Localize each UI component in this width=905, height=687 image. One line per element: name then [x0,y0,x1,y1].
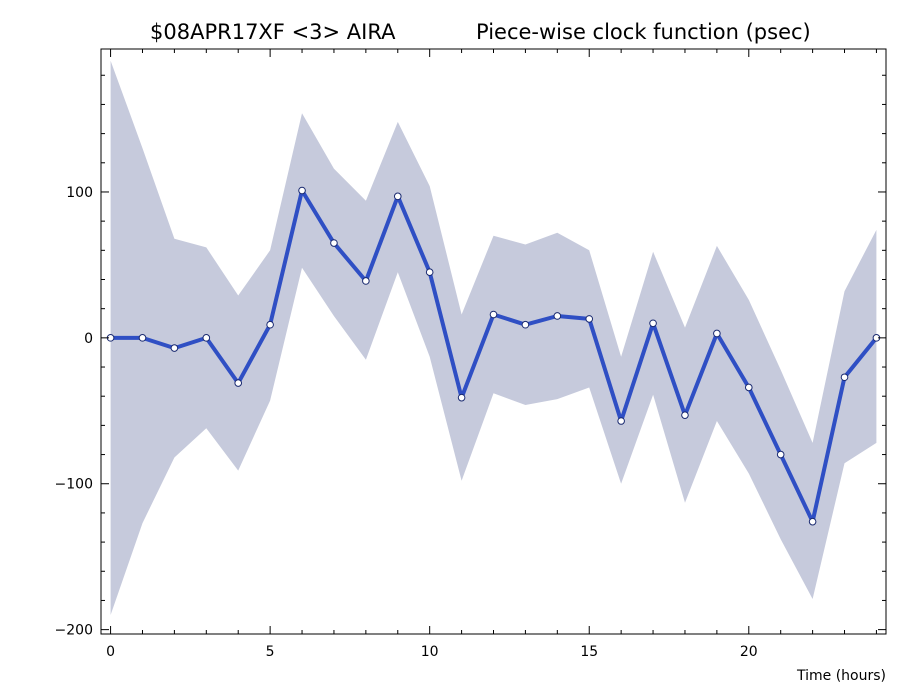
data-point [362,277,370,285]
data-point [298,186,306,195]
y-tick-label: −200 [55,623,93,639]
uncertainty-band-layer [110,60,877,615]
data-point [330,239,338,247]
y-tick-label: 0 [84,331,93,347]
data-point [202,334,211,342]
data-point [489,310,498,319]
data-point [457,393,466,402]
data-point [681,411,689,419]
x-tick-label: 10 [421,644,439,660]
data-point [553,312,562,320]
data-point [138,334,147,342]
data-point [840,373,849,382]
data-point [266,320,274,329]
uncertainty-band [110,60,877,615]
data-point [808,517,817,526]
y-tick-label: 100 [66,185,93,201]
data-point [649,319,657,328]
data-point [170,344,179,352]
data-point [585,315,594,323]
x-tick-label: 5 [266,644,275,660]
data-point [617,417,625,425]
data-point [713,329,721,338]
data-point [776,450,785,459]
x-tick-label: 0 [106,644,115,660]
data-point [744,383,753,392]
chart-title-function: Piece-wise clock function (psec) [476,20,811,44]
x-tick-label: 15 [580,644,598,660]
data-point [425,268,434,277]
y-tick-label: −100 [55,477,93,493]
chart-title-station: $08APR17XF <3> AIRA [150,20,396,44]
axis-ticks-layer [101,49,886,634]
x-tick-label: 20 [740,644,758,660]
x-axis-label: Time (hours) [796,668,886,684]
data-point [393,192,402,201]
tick-labels-layer: 0 5 10 15 20 −200 −100 0 100 [55,185,758,660]
data-points-layer [106,186,881,526]
data-point [521,320,530,329]
data-point [234,379,243,387]
